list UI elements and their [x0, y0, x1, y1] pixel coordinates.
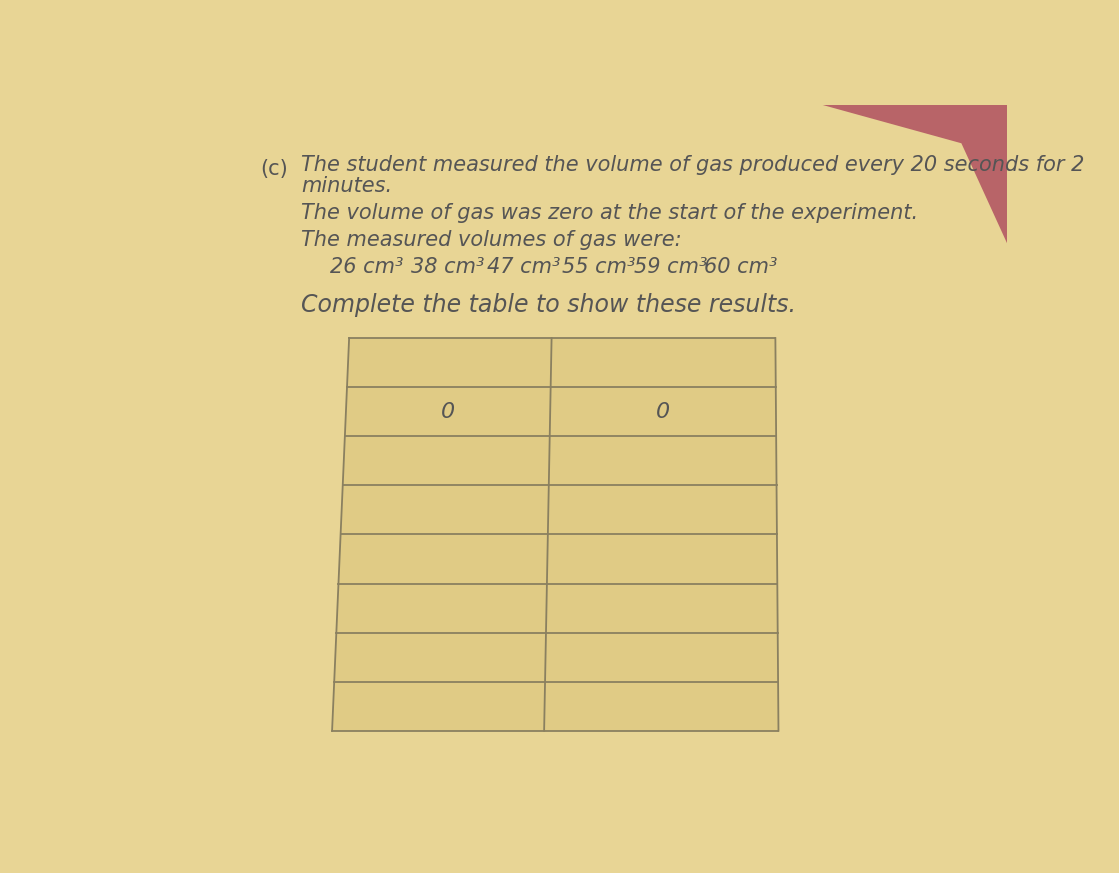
Text: Complete the table to show these results.: Complete the table to show these results… [301, 292, 796, 317]
Text: 0: 0 [441, 402, 455, 422]
Text: The student measured the volume of gas produced every 20 seconds for 2: The student measured the volume of gas p… [301, 155, 1084, 175]
Text: minutes.: minutes. [301, 175, 392, 196]
Polygon shape [821, 105, 1007, 244]
Text: 47 cm³: 47 cm³ [487, 258, 561, 278]
Text: 55 cm³: 55 cm³ [562, 258, 636, 278]
Text: The measured volumes of gas were:: The measured volumes of gas were: [301, 230, 681, 250]
Text: 60 cm³: 60 cm³ [704, 258, 778, 278]
Text: The volume of gas was zero at the start of the experiment.: The volume of gas was zero at the start … [301, 203, 919, 223]
Text: 26 cm³: 26 cm³ [330, 258, 403, 278]
Text: 0: 0 [656, 402, 670, 422]
Text: 59 cm³: 59 cm³ [633, 258, 707, 278]
Text: 38 cm³: 38 cm³ [411, 258, 485, 278]
Text: (c): (c) [260, 159, 288, 179]
Polygon shape [332, 338, 779, 731]
